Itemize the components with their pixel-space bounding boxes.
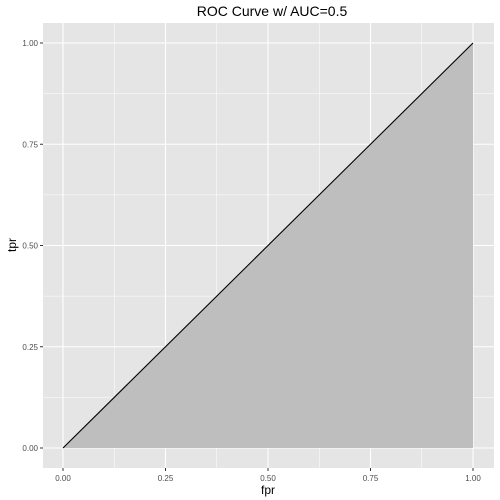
y-tick-label: 0.25 bbox=[22, 343, 38, 352]
x-tick-label: 1.00 bbox=[465, 474, 481, 483]
chart-title: ROC Curve w/ AUC=0.5 bbox=[197, 3, 348, 19]
x-axis-ticks: 0.00 0.25 0.50 0.75 1.00 bbox=[55, 468, 481, 483]
y-axis-ticks: 0.00 0.25 0.50 0.75 1.00 bbox=[22, 39, 43, 453]
x-tick-label: 0.25 bbox=[158, 474, 174, 483]
y-tick-label: 1.00 bbox=[22, 39, 38, 48]
y-tick-label: 0.75 bbox=[22, 140, 38, 149]
x-tick-label: 0.50 bbox=[260, 474, 276, 483]
x-axis-title: fpr bbox=[261, 483, 275, 497]
x-tick-label: 0.00 bbox=[55, 474, 71, 483]
y-axis-title: tpr bbox=[5, 238, 19, 252]
y-tick-label: 0.00 bbox=[22, 444, 38, 453]
x-tick-label: 0.75 bbox=[363, 474, 379, 483]
roc-curve bbox=[62, 42, 474, 449]
roc-line bbox=[62, 42, 474, 449]
y-tick-label: 0.50 bbox=[22, 242, 38, 251]
